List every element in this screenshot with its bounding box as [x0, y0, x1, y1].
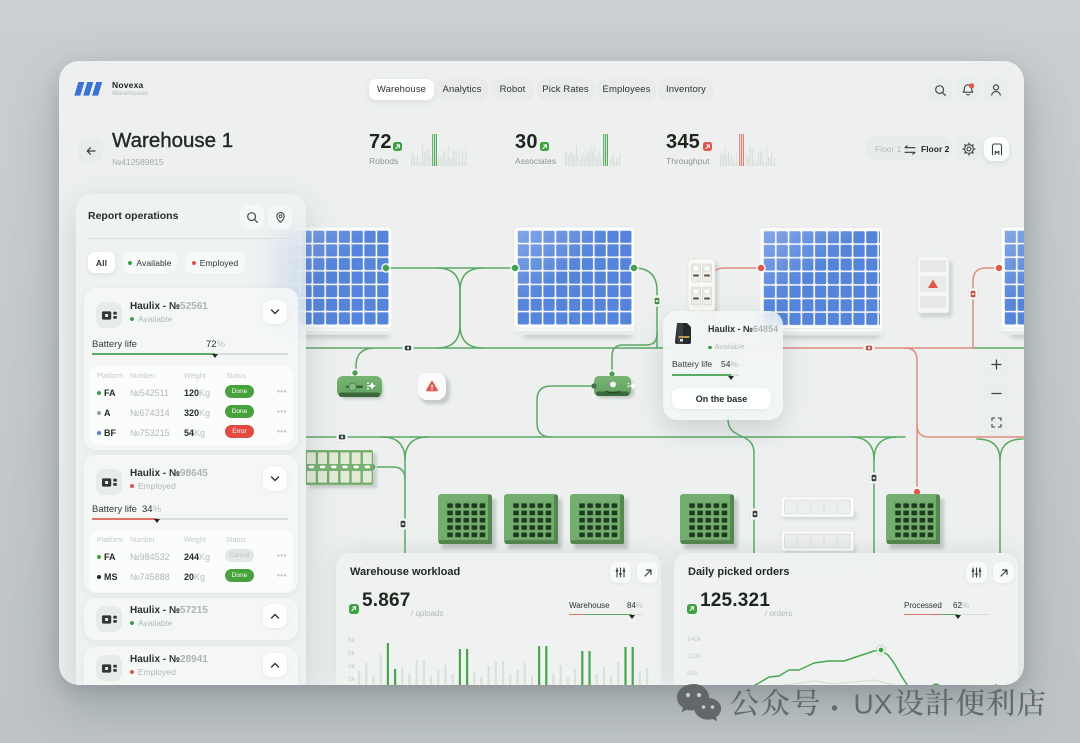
svg-text:UX: UX	[854, 689, 893, 720]
